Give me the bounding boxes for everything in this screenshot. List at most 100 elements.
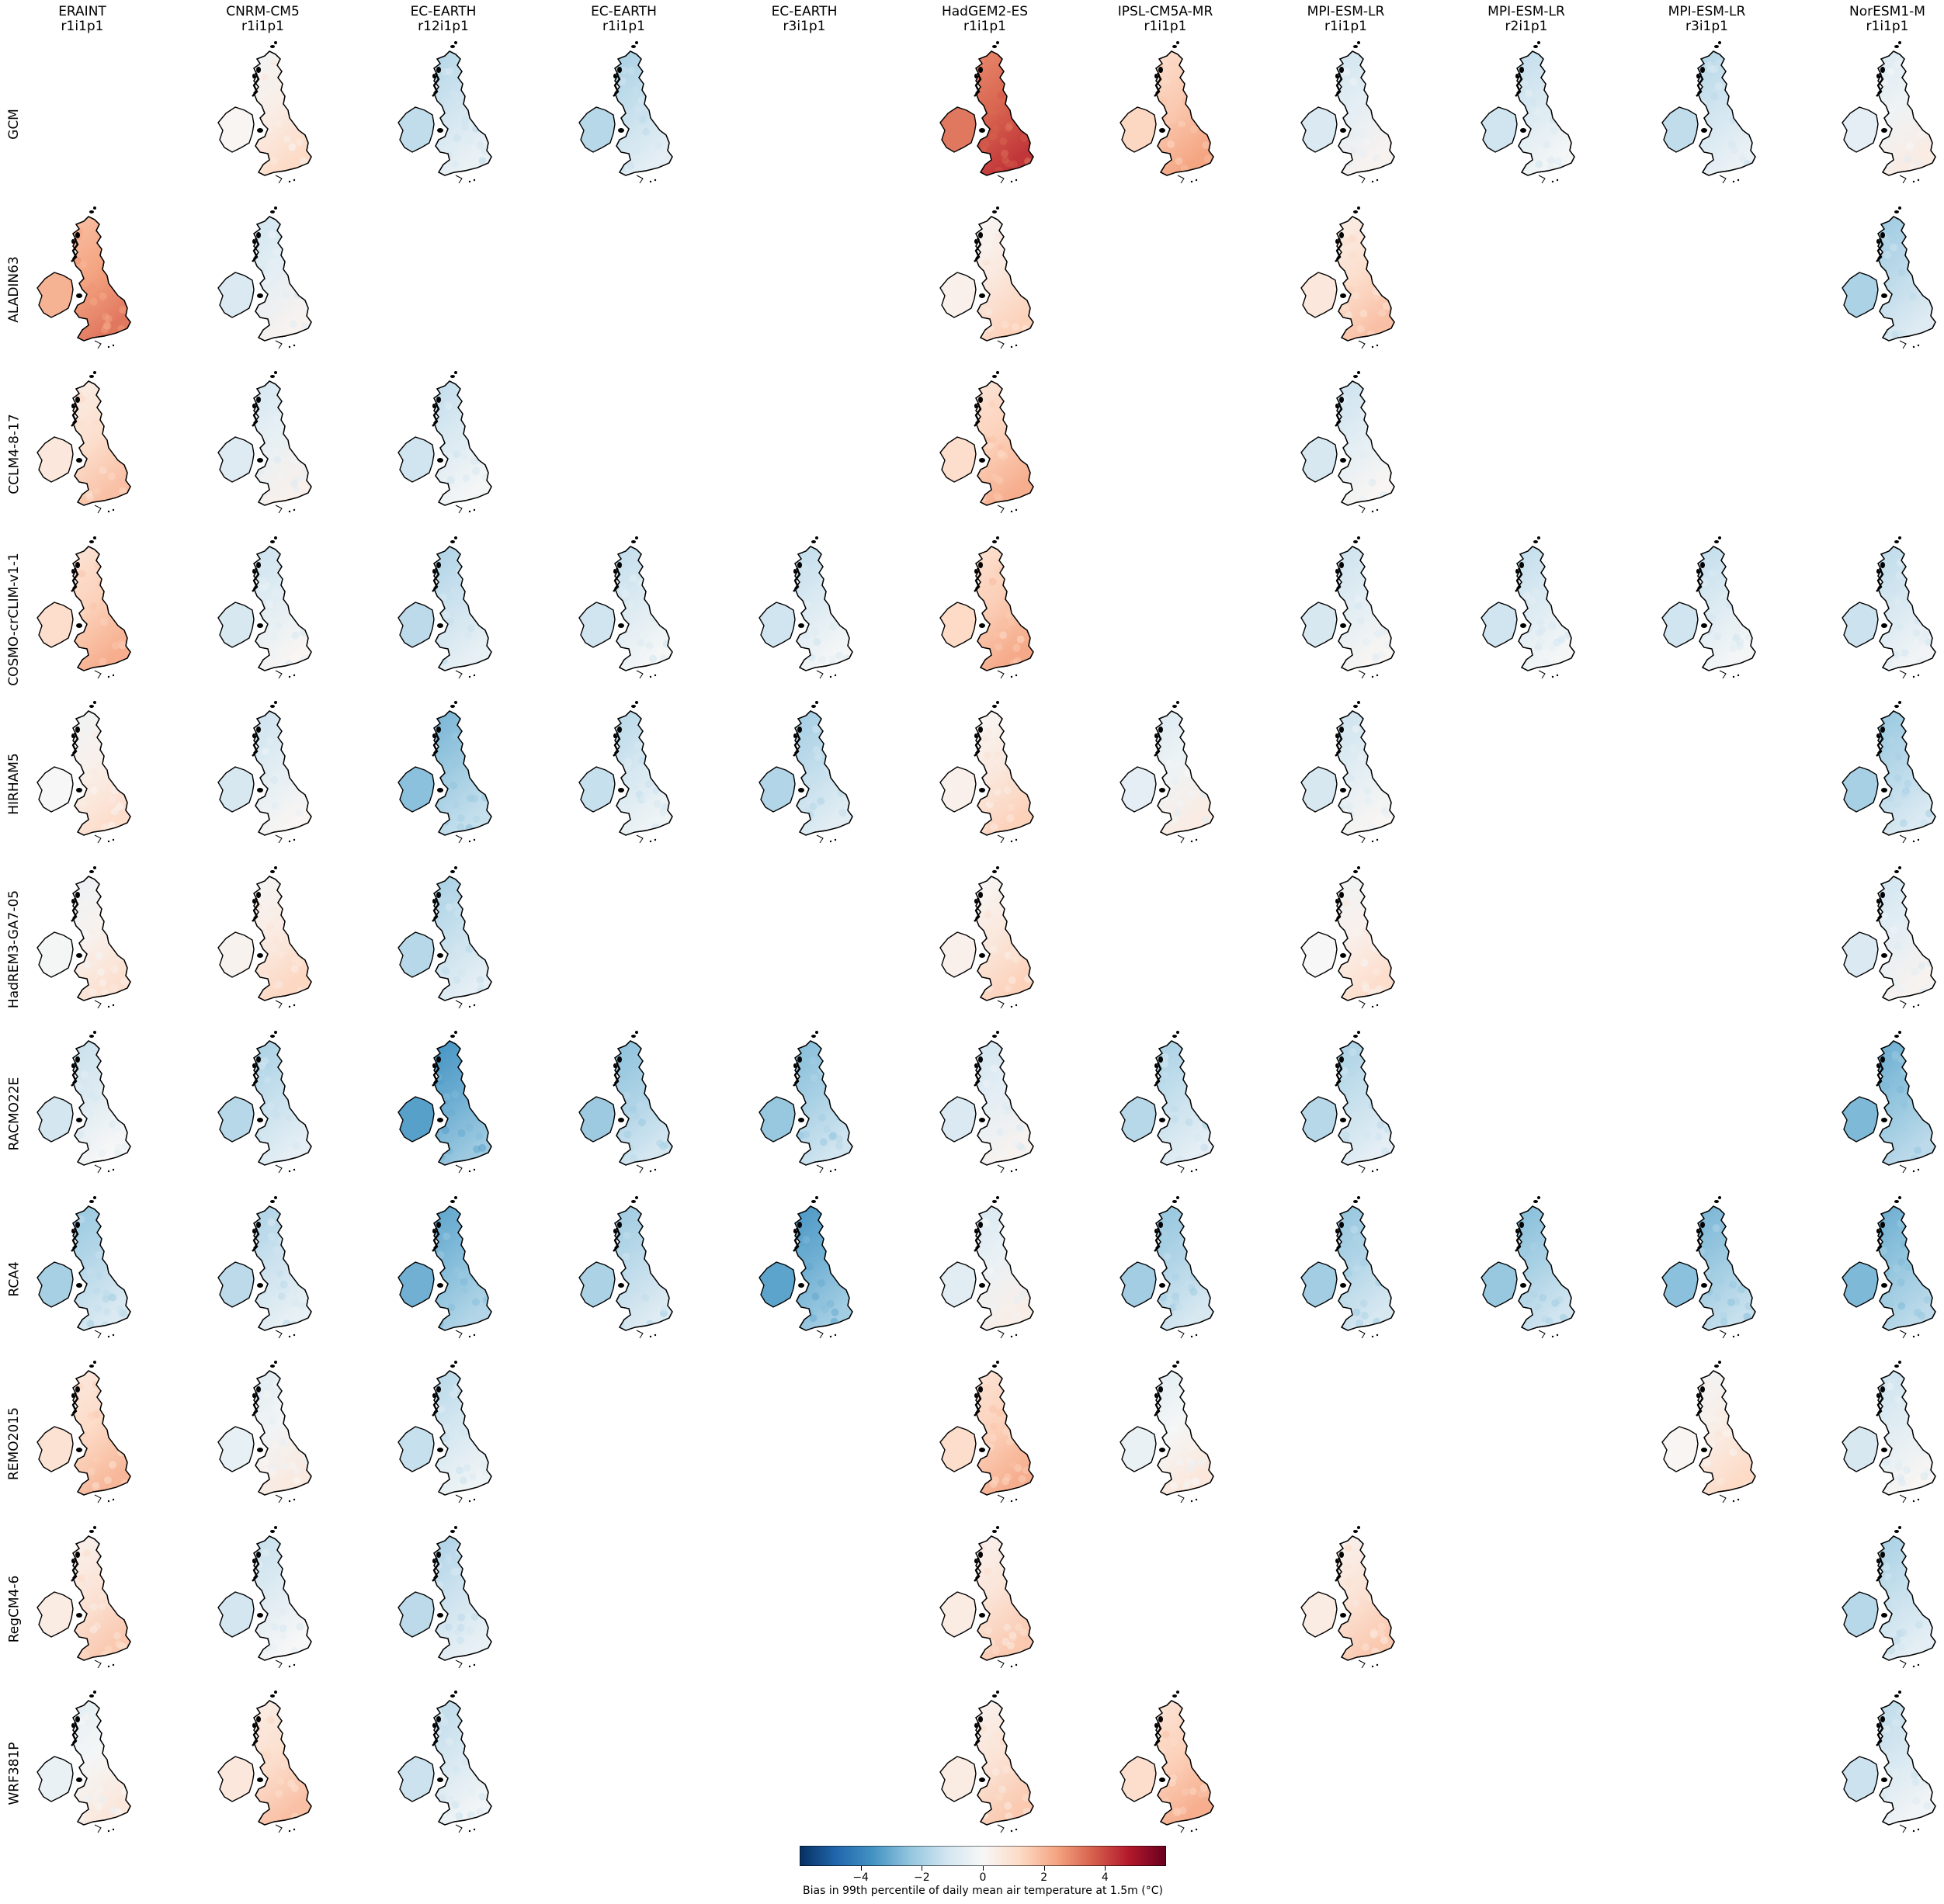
map-panel-wrf381p-eraint-r1i1p1	[28, 1688, 137, 1868]
map-panel-hadrem3-ga7-05-eraint-r1i1p1	[28, 864, 137, 1044]
uk-map	[36, 1195, 131, 1338]
ireland-shape	[939, 601, 977, 648]
row-label: HIRHAM5	[5, 753, 22, 815]
row-label: ALADIN63	[5, 255, 22, 323]
uk-map	[1300, 865, 1395, 1008]
row-label: COSMO-crCLIM-v1-1	[5, 552, 22, 686]
ireland-shape	[1661, 1261, 1699, 1308]
ireland-shape	[578, 106, 616, 153]
map-panel-aladin63-cnrm-cm5-r1i1p1	[209, 204, 318, 384]
uk-map	[939, 1195, 1034, 1338]
map-panel-cclm4-8-17-cnrm-cm5-r1i1p1	[209, 369, 318, 549]
uk-map	[397, 1031, 492, 1174]
ireland-shape	[217, 436, 255, 483]
map-panel-racmo22e-ec-earth-r3i1p1	[750, 1028, 859, 1209]
great-britain-shape	[433, 1205, 492, 1331]
column-model: EC-EARTH	[771, 4, 838, 19]
great-britain-shape	[433, 545, 492, 671]
map-panel-gcm-ipsl-cm5a-mr-r1i1p1	[1111, 39, 1220, 219]
ireland-shape	[217, 1756, 255, 1802]
uk-map	[1842, 1361, 1936, 1503]
uk-map	[1842, 1031, 1936, 1174]
uk-map	[1842, 1691, 1936, 1833]
great-britain-shape	[1155, 1700, 1214, 1826]
uk-map	[397, 1691, 492, 1833]
ireland-shape	[217, 1096, 255, 1143]
map-panel-gcm-hadgem2-es-r1i1p1	[931, 39, 1040, 219]
uk-map	[397, 1525, 492, 1668]
colorbar-tick-label: −2	[914, 1871, 930, 1884]
ireland-shape	[1842, 931, 1879, 978]
column-member: r2i1p1	[1505, 19, 1548, 34]
map-panel-racmo22e-ec-earth-r1i1p1	[570, 1028, 679, 1209]
great-britain-shape	[1877, 1535, 1936, 1661]
map-panel-hadrem3-ga7-05-cnrm-cm5-r1i1p1	[209, 864, 318, 1044]
ireland-shape	[1842, 271, 1879, 318]
ireland-shape	[217, 766, 255, 813]
map-panel-remo2015-ec-earth-r12i1p1	[389, 1358, 498, 1538]
map-panel-rca4-mpi-esm-lr-r1i1p1	[1292, 1194, 1401, 1374]
ireland-shape	[1842, 1590, 1879, 1638]
column-model: CNRM-CM5	[226, 4, 300, 19]
uk-map	[1661, 41, 1756, 184]
column-member: r12i1p1	[418, 19, 469, 34]
great-britain-shape	[252, 215, 312, 342]
column-header: CNRM-CM5 r1i1p1	[186, 5, 341, 34]
uk-map	[939, 865, 1034, 1008]
ireland-shape	[759, 766, 796, 813]
ireland-shape	[1300, 601, 1338, 648]
ireland-shape	[1842, 766, 1879, 813]
uk-map	[217, 865, 312, 1008]
column-member: r1i1p1	[61, 19, 104, 34]
great-britain-shape	[1335, 1205, 1395, 1331]
ireland-shape	[1120, 1426, 1157, 1472]
colorbar-tick	[860, 1866, 862, 1871]
ireland-shape	[397, 766, 435, 813]
map-panel-hirham5-ec-earth-r1i1p1	[570, 699, 679, 879]
uk-map	[1300, 1195, 1395, 1338]
ireland-shape	[1300, 766, 1338, 813]
ireland-shape	[1300, 931, 1338, 978]
map-panel-hadrem3-ga7-05-hadgem2-es-r1i1p1	[931, 864, 1040, 1044]
uk-map	[217, 371, 312, 514]
ireland-shape	[1120, 1096, 1157, 1143]
uk-map	[1300, 1525, 1395, 1668]
map-panel-cosmo-crclim-v1-1-mpi-esm-lr-r2i1p1	[1472, 534, 1581, 714]
ireland-shape	[397, 1426, 435, 1472]
map-panel-rca4-eraint-r1i1p1	[28, 1194, 137, 1374]
uk-map	[1120, 1031, 1214, 1174]
ireland-shape	[36, 436, 74, 483]
map-panel-cosmo-crclim-v1-1-ec-earth-r1i1p1	[570, 534, 679, 714]
map-panel-regcm4-6-noresm1-m-r1i1p1	[1833, 1524, 1942, 1704]
uk-map	[939, 371, 1034, 514]
uk-map	[36, 701, 131, 844]
ireland-shape	[578, 766, 616, 813]
uk-map	[1842, 1195, 1936, 1338]
column-model: EC-EARTH	[591, 4, 657, 19]
map-panel-cosmo-crclim-v1-1-ec-earth-r12i1p1	[389, 534, 498, 714]
map-panel-cosmo-crclim-v1-1-hadgem2-es-r1i1p1	[931, 534, 1040, 714]
map-panel-wrf381p-ec-earth-r12i1p1	[389, 1688, 498, 1868]
ireland-shape	[217, 931, 255, 978]
map-panel-aladin63-eraint-r1i1p1	[28, 204, 137, 384]
ireland-shape	[36, 1261, 74, 1308]
uk-map	[217, 1195, 312, 1338]
ireland-shape	[939, 271, 977, 318]
map-panel-rca4-ec-earth-r1i1p1	[570, 1194, 679, 1374]
map-panel-regcm4-6-hadgem2-es-r1i1p1	[931, 1524, 1040, 1704]
ireland-shape	[759, 601, 796, 648]
map-panel-rca4-hadgem2-es-r1i1p1	[931, 1194, 1040, 1374]
map-panel-hirham5-ec-earth-r12i1p1	[389, 699, 498, 879]
map-panel-wrf381p-noresm1-m-r1i1p1	[1833, 1688, 1942, 1868]
uk-map	[939, 1525, 1034, 1668]
ireland-shape	[36, 1590, 74, 1638]
uk-map	[1842, 701, 1936, 844]
ireland-shape	[217, 1261, 255, 1308]
uk-map	[36, 1361, 131, 1503]
uk-map	[1842, 536, 1936, 678]
uk-map	[36, 536, 131, 678]
ireland-shape	[397, 1756, 435, 1802]
map-panel-remo2015-ipsl-cm5a-mr-r1i1p1	[1111, 1358, 1220, 1538]
ireland-shape	[939, 766, 977, 813]
uk-map	[36, 1525, 131, 1668]
